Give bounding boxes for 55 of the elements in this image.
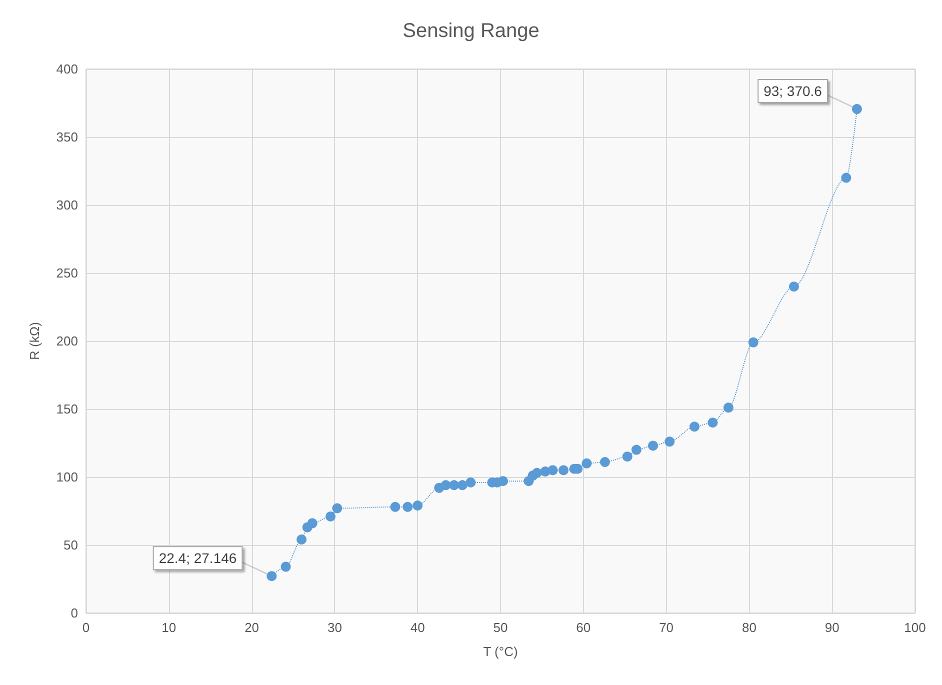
- point: [548, 465, 558, 476]
- y-tick-label: 50: [64, 538, 78, 552]
- point: [532, 468, 542, 478]
- point: [457, 480, 468, 490]
- point: [326, 511, 336, 522]
- y-tick-label: 100: [56, 470, 78, 484]
- point: [648, 440, 658, 451]
- x-tick-label: 70: [659, 620, 674, 635]
- point: [449, 480, 460, 490]
- y-tick-label: 150: [56, 402, 78, 416]
- y-tick-label: 400: [56, 62, 78, 76]
- point: [600, 457, 610, 468]
- point: [332, 503, 342, 514]
- x-tick-label: 0: [82, 620, 90, 635]
- point: [466, 477, 476, 488]
- point: [622, 452, 632, 462]
- point: [498, 476, 508, 486]
- x-tick-label: 80: [742, 620, 756, 635]
- point: [723, 402, 734, 413]
- annotation: 93; 370.6: [764, 82, 822, 99]
- x-tick-label: 40: [410, 620, 425, 635]
- y-tick-label: 200: [56, 334, 78, 348]
- y-tick-label: 300: [56, 198, 78, 212]
- point: [558, 465, 569, 476]
- point: [582, 458, 592, 468]
- point: [266, 571, 277, 582]
- point: [280, 562, 291, 572]
- point: [664, 436, 675, 447]
- y-tick-label: 0: [70, 606, 78, 620]
- x-tick-label: 10: [162, 620, 176, 635]
- point: [788, 282, 799, 292]
- y-tick-label: 250: [56, 266, 78, 280]
- point: [748, 337, 758, 348]
- point: [412, 500, 423, 511]
- x-axis-title: T (°C): [483, 644, 518, 659]
- y-axis-title: R (kΩ): [27, 322, 42, 360]
- point: [390, 502, 400, 512]
- point: [631, 444, 642, 455]
- y-tick-label: 350: [56, 130, 78, 144]
- point: [708, 418, 718, 428]
- x-tick-label: 50: [493, 620, 508, 635]
- x-tick-label: 30: [327, 620, 342, 635]
- point: [841, 172, 852, 183]
- point: [440, 480, 451, 490]
- point: [402, 502, 413, 512]
- point: [852, 104, 862, 114]
- point: [307, 518, 318, 528]
- x-tick-label: 90: [824, 620, 840, 635]
- x-tick-label: 20: [244, 620, 260, 635]
- chart-title: Sensing Range: [402, 20, 540, 42]
- point: [689, 422, 700, 432]
- x-tick-label: 60: [576, 620, 591, 635]
- point: [296, 534, 307, 545]
- annotation: 22.4; 27.146: [158, 550, 237, 566]
- x-tick-label: 100: [904, 620, 926, 635]
